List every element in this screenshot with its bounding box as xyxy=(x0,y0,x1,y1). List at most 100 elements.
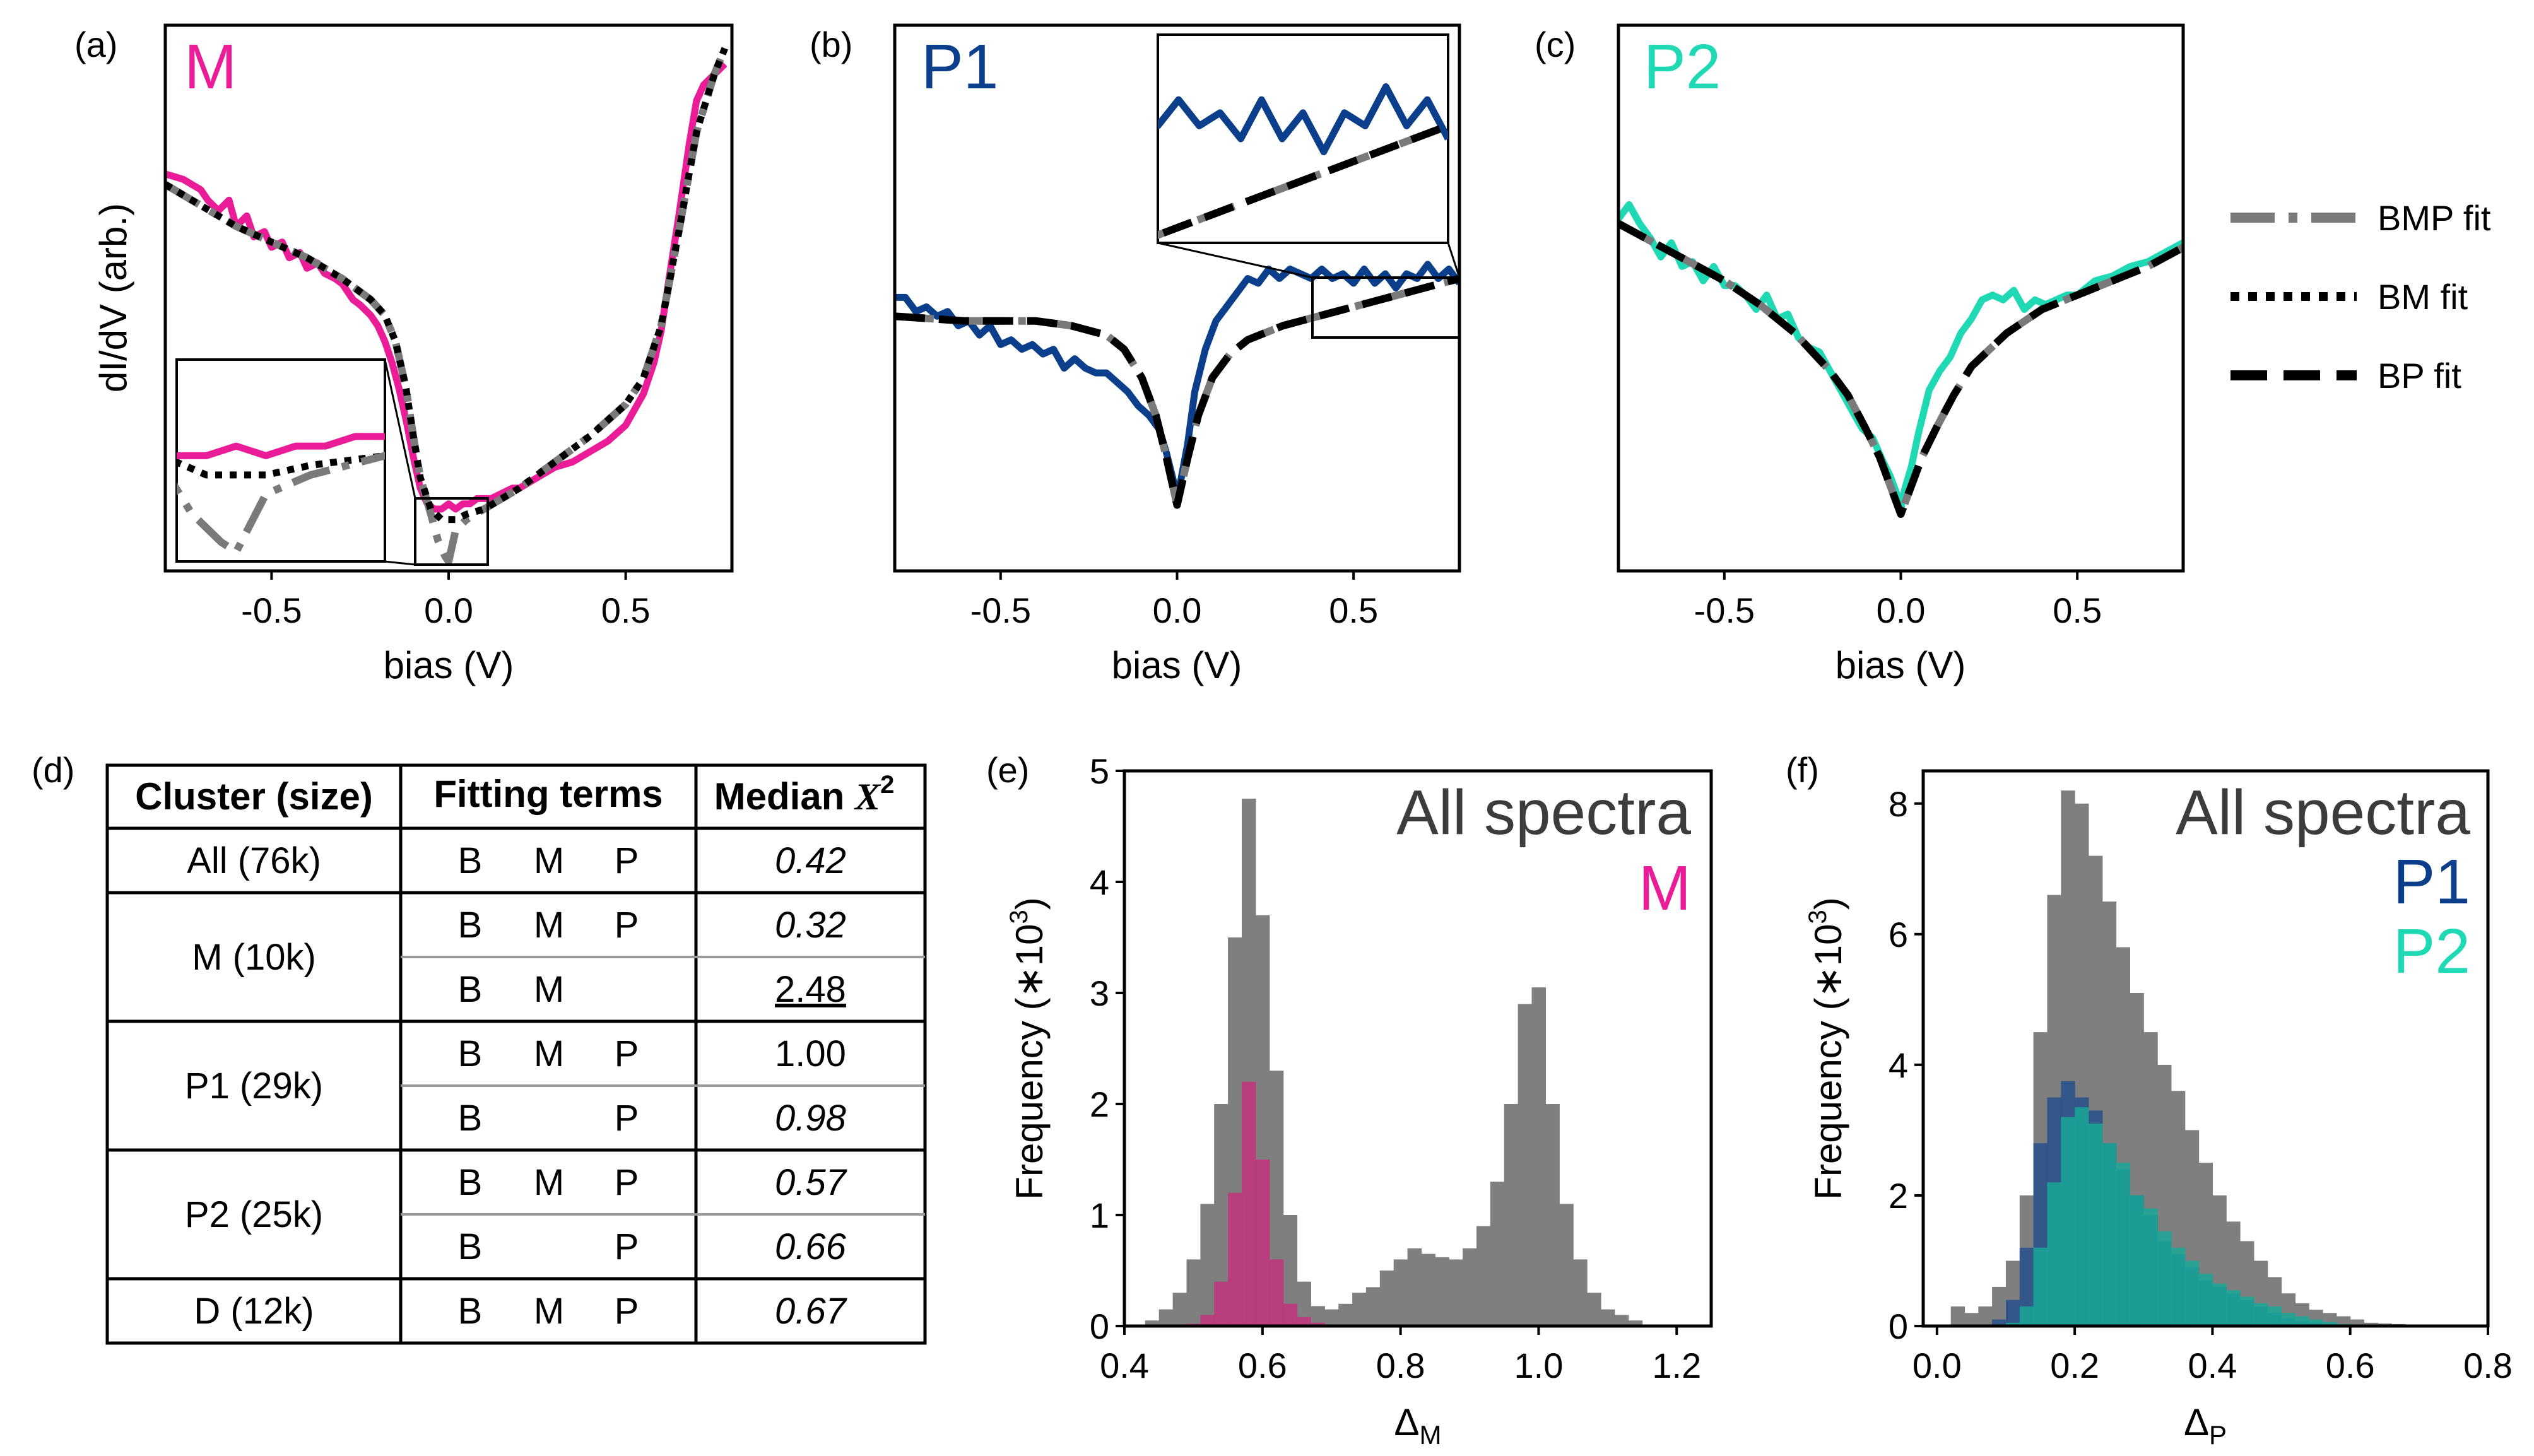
panel-d-label: (d) xyxy=(32,750,74,790)
y-tick-label: 5 xyxy=(1090,751,1109,791)
hist-bar xyxy=(2240,1296,2254,1326)
panel-d: (d) Cluster (size) Fitting terms Median X2… xyxy=(32,750,927,1345)
hist-bar xyxy=(1393,1259,1408,1326)
inset-a-zoom-region xyxy=(414,497,489,566)
panel-f-legend-P1: P1 xyxy=(2393,847,2470,917)
table-cluster-label: All (76k) xyxy=(187,840,321,881)
hist-bar xyxy=(1297,1281,1311,1326)
table-term-M: M xyxy=(534,1291,564,1332)
legend-bp-label: BP fit xyxy=(2378,356,2461,396)
panel-b-line-bmp-fit xyxy=(895,274,1459,509)
y-tick-label: 6 xyxy=(1889,915,1908,954)
hist-bar xyxy=(2323,1322,2337,1326)
panel-c-label: (c) xyxy=(1535,25,1576,64)
x-tick-label: 0.0 xyxy=(424,590,473,630)
hist-bar xyxy=(1311,1306,1325,1326)
panel-f-title: All spectra xyxy=(2176,777,2470,848)
panel-e-frame xyxy=(1123,769,1713,1328)
panel-a-label: (a) xyxy=(74,25,117,64)
hist-bar xyxy=(1407,1248,1422,1326)
hist-bar xyxy=(2281,1313,2295,1326)
table-term-P: P xyxy=(615,905,639,946)
hist-bar xyxy=(1628,1320,1643,1326)
panel-f-ylabel: Frequency (∗103) xyxy=(1804,897,1849,1199)
hist-bar xyxy=(1172,1293,1187,1326)
panel-b-line-bp-fit xyxy=(895,274,1459,509)
hist-bar xyxy=(2075,1107,2089,1326)
hist-bar xyxy=(2253,1303,2268,1326)
inset-b-line-data xyxy=(1158,83,1448,156)
table-term-M: M xyxy=(534,905,564,946)
hist-bar xyxy=(1158,1309,1174,1326)
hist-bar xyxy=(2350,1319,2365,1326)
inset-b-zoom-region xyxy=(1311,276,1461,339)
table-term-M: M xyxy=(534,840,564,881)
hist-bar xyxy=(1573,1259,1588,1326)
y-tick-label: 4 xyxy=(1090,862,1109,902)
table-cluster-label: P2 (25k) xyxy=(185,1194,323,1235)
x-tick-label: 0.0 xyxy=(1877,590,1926,630)
panel-b-label: (b) xyxy=(810,25,852,64)
hist-bar xyxy=(1587,1293,1601,1326)
y-tick-label: 2 xyxy=(1090,1084,1109,1124)
y-tick-label: 0 xyxy=(1889,1306,1908,1346)
table-cluster-label: M (10k) xyxy=(192,937,316,978)
table-term-B: B xyxy=(458,969,483,1010)
x-tick-label: 0.0 xyxy=(1912,1346,1962,1385)
table-term-M: M xyxy=(534,1162,564,1203)
hist-bar xyxy=(2006,1322,2020,1326)
x-tick-label: 0.5 xyxy=(1329,590,1378,630)
hist-bar xyxy=(1421,1253,1435,1326)
table-header-cluster: Cluster (size) xyxy=(135,775,373,818)
hist-bar xyxy=(1379,1271,1394,1326)
panel-c-line-data xyxy=(1618,201,2183,513)
x-tick-label: 0.0 xyxy=(1153,590,1202,630)
hist-bar xyxy=(1992,1319,2007,1326)
hist-bar xyxy=(1517,1004,1533,1326)
hist-bar xyxy=(2130,1195,2144,1326)
table-term-B: B xyxy=(458,1098,483,1139)
inset-b-curves xyxy=(1158,83,1448,240)
hist-bar xyxy=(1283,1303,1298,1326)
hist-bar xyxy=(1297,1317,1311,1326)
hist-bar xyxy=(2019,1306,2034,1326)
table-median-value: 0.32 xyxy=(775,905,846,946)
table-term-B: B xyxy=(458,1226,483,1267)
hist-bar xyxy=(1950,1306,1965,1326)
table-term-P: P xyxy=(615,1033,639,1074)
panel-e-xlabel: ΔM xyxy=(1394,1401,1441,1450)
panel-c-frame xyxy=(1617,23,2185,573)
hist-bar xyxy=(2089,1124,2103,1326)
table-term-P: P xyxy=(615,1098,639,1139)
panel-b: (b) P1 -0.5 0.0 0.5 bias (V) xyxy=(810,23,1461,686)
hist-bar xyxy=(2006,1300,2020,1326)
inset-a-line-bm-fit xyxy=(177,452,385,479)
legend-bmp-label: BMP fit xyxy=(2378,198,2491,238)
y-tick-label: 3 xyxy=(1090,973,1109,1013)
inset-a-connector xyxy=(384,359,416,499)
x-tick-label: 0.8 xyxy=(2463,1346,2513,1385)
panel-a-ylabel: dI/dV (arb.) xyxy=(92,203,134,392)
x-tick-label: 0.6 xyxy=(1238,1346,1287,1385)
y-tick-label: 8 xyxy=(1889,784,1908,824)
x-tick-label: 0.2 xyxy=(2050,1346,2099,1385)
table-term-B: B xyxy=(458,1291,483,1332)
hist-bar xyxy=(1338,1303,1353,1326)
x-tick-label: -0.5 xyxy=(241,590,302,630)
panel-f-frame xyxy=(1921,769,2490,1328)
hist-bar xyxy=(2309,1319,2323,1326)
panel-f-xlabel: ΔP xyxy=(2184,1401,2227,1450)
panel-e-title: All spectra xyxy=(1396,777,1691,848)
panel-f-label: (f) xyxy=(1786,750,1819,790)
hist-bar xyxy=(2212,1283,2227,1326)
panel-c: (c) P2 -0.5 0.0 0.5 bias (V) xyxy=(1535,23,2185,686)
hist-bar xyxy=(2033,1247,2048,1326)
inset-a-curves xyxy=(177,433,385,556)
hist-bar xyxy=(2143,1208,2158,1326)
hist-bar xyxy=(2171,1247,2186,1326)
x-tick-label: -0.5 xyxy=(1694,590,1755,630)
x-tick-label: 1.2 xyxy=(1652,1346,1701,1385)
hist-bar xyxy=(2364,1322,2378,1326)
panel-e-ylabel: Frequency (∗103) xyxy=(1005,897,1051,1199)
hist-bar xyxy=(1242,1081,1256,1326)
